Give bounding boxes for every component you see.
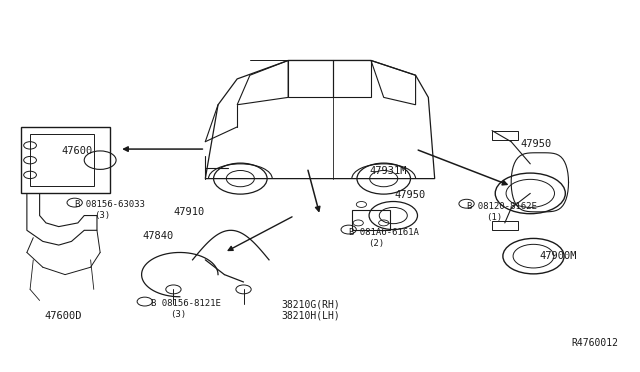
Text: 47910: 47910 — [173, 207, 205, 217]
Text: 38210H(LH): 38210H(LH) — [282, 311, 340, 321]
Text: 47600D: 47600D — [45, 311, 82, 321]
Text: R4760012: R4760012 — [572, 338, 619, 348]
Text: B 081A6-6161A: B 081A6-6161A — [349, 228, 419, 237]
Text: 47600: 47600 — [62, 146, 93, 156]
Text: B 08156-63033: B 08156-63033 — [75, 200, 145, 209]
Text: (3): (3) — [94, 211, 110, 220]
Text: (2): (2) — [368, 239, 384, 248]
Text: 47840: 47840 — [143, 231, 174, 241]
Text: 47950: 47950 — [394, 190, 426, 200]
Text: B 08156-8121E: B 08156-8121E — [151, 299, 221, 308]
Text: 47950: 47950 — [521, 138, 552, 148]
Text: B 08120-8162E: B 08120-8162E — [467, 202, 536, 211]
Text: 38210G(RH): 38210G(RH) — [282, 300, 340, 310]
Text: (3): (3) — [170, 310, 186, 319]
Text: 47900M: 47900M — [540, 251, 577, 261]
Text: (1): (1) — [486, 213, 502, 222]
Text: 47931M: 47931M — [370, 166, 407, 176]
